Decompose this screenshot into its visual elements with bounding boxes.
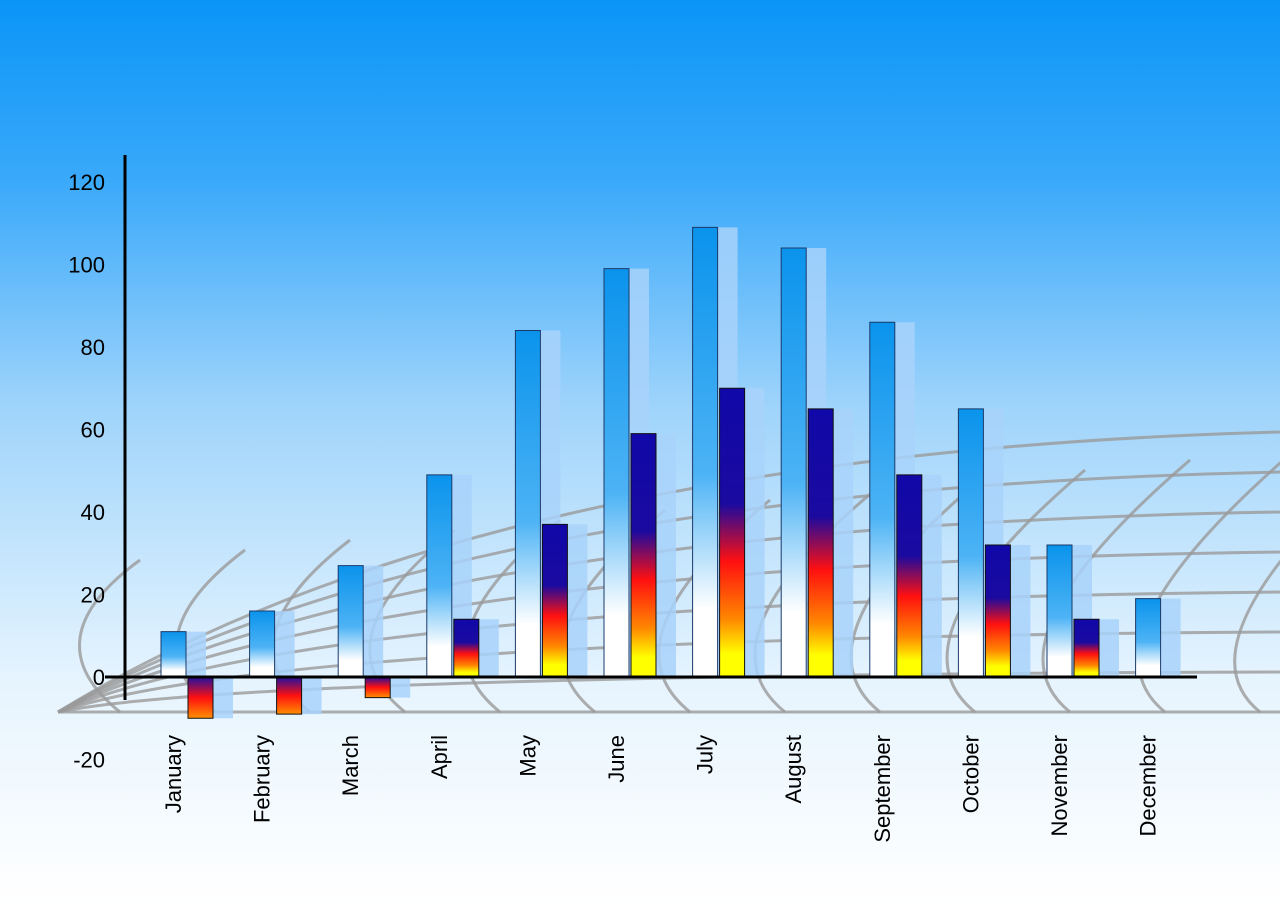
bar-series1-december xyxy=(1135,598,1162,678)
bar-series2-october xyxy=(984,544,1011,678)
bar-series2-january xyxy=(187,676,214,719)
axes-layer: -20 0 20 40 60 80 100 120 xyxy=(68,155,1197,773)
bar-series1-july xyxy=(692,226,719,678)
x-tick-label: April xyxy=(427,735,452,779)
y-tick-label: 20 xyxy=(81,583,105,608)
bar-series1-october xyxy=(957,408,984,678)
y-tick-label: 80 xyxy=(81,335,105,360)
bars-layer: January February March April May June July Augu… xyxy=(160,226,1181,843)
bar-series1-january xyxy=(160,631,187,678)
y-tick-label: 100 xyxy=(68,253,105,278)
bar-series2-july xyxy=(719,387,746,678)
x-tick-label: October xyxy=(958,735,983,813)
bar-series1-april xyxy=(426,474,453,678)
y-tick-label: 60 xyxy=(81,418,105,443)
x-tick-label: July xyxy=(693,735,718,774)
bar-series2-june xyxy=(630,433,657,678)
y-tick-label: 120 xyxy=(68,170,105,195)
bar-series2-march xyxy=(364,676,391,699)
grid-curve xyxy=(78,558,141,714)
bar-series2-february xyxy=(276,676,303,715)
grid-curve xyxy=(1233,559,1280,714)
x-tick-label: June xyxy=(604,735,629,783)
bar-series2-april xyxy=(453,618,480,678)
x-tick-label: March xyxy=(338,735,363,796)
bar-shadow xyxy=(385,677,411,698)
y-tick-label: 0 xyxy=(93,665,105,690)
bar-series1-august xyxy=(780,247,807,678)
bar-series2-august xyxy=(807,408,834,678)
x-tick-label: September xyxy=(870,735,895,843)
bar-series1-june xyxy=(603,268,630,678)
y-tick-label: 40 xyxy=(81,500,105,525)
bar-series2-september xyxy=(896,474,923,678)
bar-series1-march xyxy=(337,565,364,678)
bar-series1-february xyxy=(249,610,276,678)
bar-series2-november xyxy=(1073,618,1100,678)
x-tick-label: November xyxy=(1047,735,1072,836)
bar-series1-may xyxy=(514,330,541,678)
x-tick-label: December xyxy=(1136,735,1161,836)
bar-series1-september xyxy=(869,321,896,678)
x-tick-label: January xyxy=(161,735,186,813)
x-tick-label: February xyxy=(250,735,275,823)
y-tick-label: -20 xyxy=(73,748,105,773)
bar-series2-may xyxy=(541,523,568,678)
bar-series1-november xyxy=(1046,544,1073,678)
x-tick-label: August xyxy=(781,735,806,804)
grid-curve xyxy=(945,468,1086,714)
x-tick-label: May xyxy=(515,735,540,777)
